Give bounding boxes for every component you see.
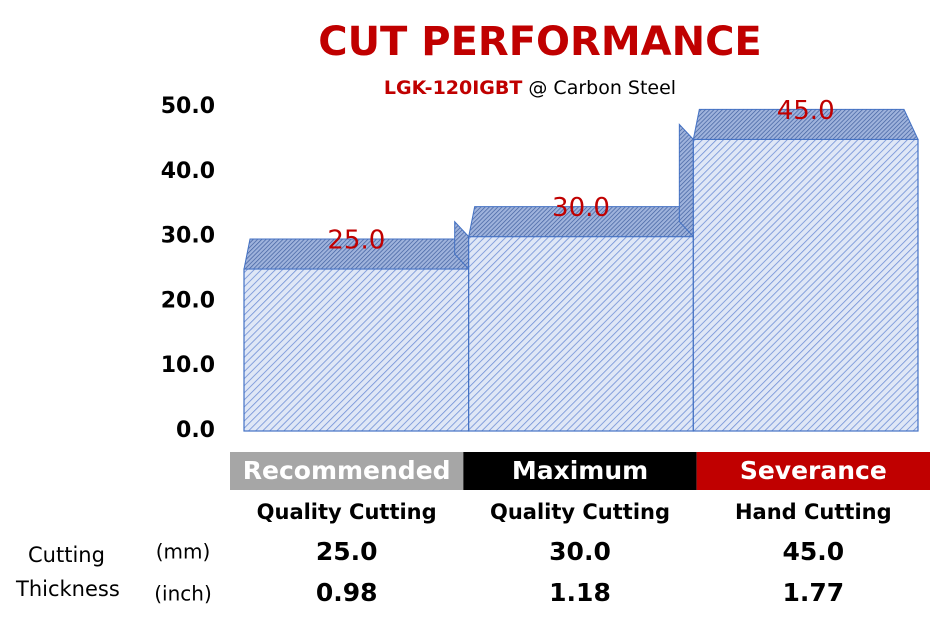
subcategory-label: Quality Cutting bbox=[490, 500, 670, 524]
table-cell: 0.98 bbox=[316, 578, 378, 607]
table-cell: 25.0 bbox=[316, 537, 378, 566]
unit-label: (inch) bbox=[154, 582, 212, 606]
chart-title: CUT PERFORMANCE bbox=[318, 19, 762, 65]
table-cell: 1.18 bbox=[549, 578, 611, 607]
subcategory-label: Quality Cutting bbox=[257, 500, 437, 524]
row-label: Cutting bbox=[28, 543, 105, 567]
subtitle-text: @ Carbon Steel bbox=[528, 77, 676, 99]
bar bbox=[692, 138, 919, 432]
category-label: Severance bbox=[740, 456, 887, 485]
bar bbox=[243, 268, 470, 432]
bar-top bbox=[692, 108, 919, 140]
table-cell: 45.0 bbox=[782, 537, 844, 566]
y-tick-label: 0.0 bbox=[176, 418, 215, 443]
table-cell: 30.0 bbox=[549, 537, 611, 566]
subcategory-label: Hand Cutting bbox=[735, 500, 892, 524]
row-label: Thickness bbox=[15, 577, 120, 601]
y-tick-label: 50.0 bbox=[161, 94, 215, 119]
category-label: Recommended bbox=[243, 456, 451, 485]
value-label: 30.0 bbox=[552, 193, 610, 223]
y-tick-label: 10.0 bbox=[161, 353, 215, 378]
bar bbox=[468, 236, 694, 432]
unit-label: (mm) bbox=[156, 540, 211, 564]
value-label: 25.0 bbox=[327, 226, 385, 256]
category-box bbox=[696, 452, 930, 490]
value-label: 45.0 bbox=[777, 96, 835, 126]
category-label: Maximum bbox=[512, 456, 648, 485]
y-tick-label: 30.0 bbox=[161, 224, 215, 249]
table-cell: 1.77 bbox=[782, 578, 844, 607]
subtitle-model: LGK-120IGBT bbox=[384, 77, 522, 99]
y-tick-label: 20.0 bbox=[161, 288, 215, 313]
category-box bbox=[463, 452, 697, 490]
bar-side bbox=[678, 123, 694, 238]
category-box bbox=[230, 452, 464, 490]
y-tick-label: 40.0 bbox=[161, 159, 215, 184]
chart-subtitle: LGK-120IGBT @ Carbon Steel bbox=[384, 77, 676, 99]
